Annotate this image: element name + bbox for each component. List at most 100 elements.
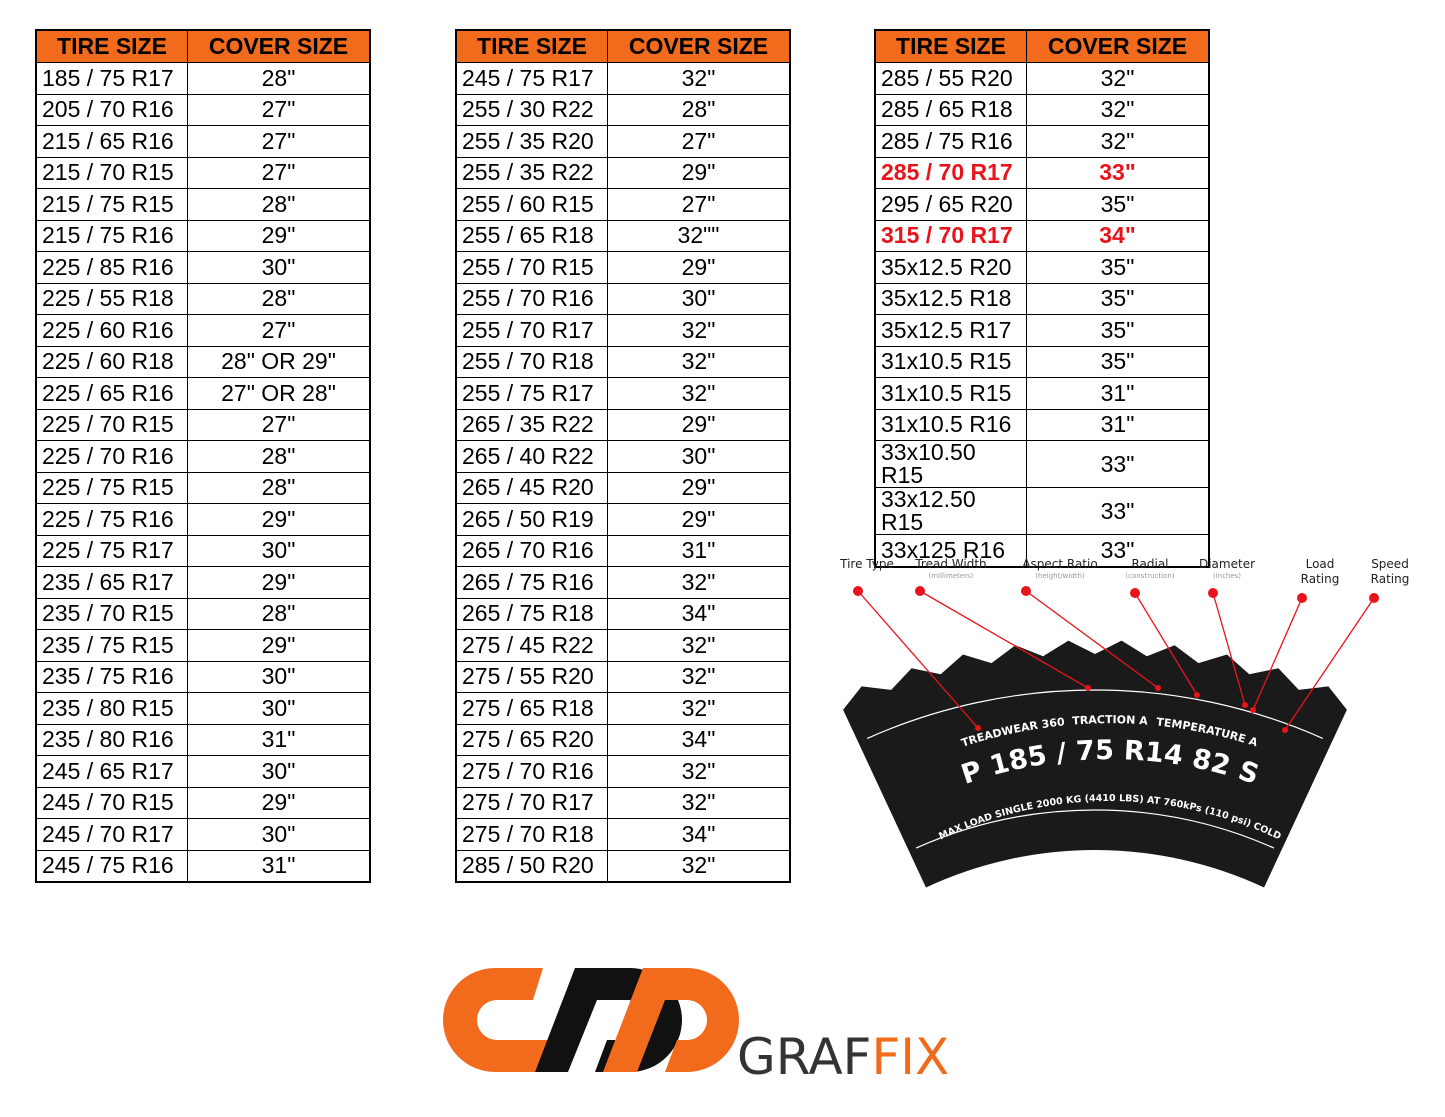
- row: 245 / 65 R17 30": [35, 755, 371, 788]
- cell: 35x12.5 R20: [874, 251, 1027, 284]
- cell: 31": [187, 723, 371, 756]
- row: 215 / 75 R16 29": [35, 219, 371, 252]
- cell: 225 / 65 R16: [35, 377, 188, 410]
- row: 275 / 45 R22 32": [455, 629, 791, 662]
- row: 265 / 40 R22 30": [455, 440, 791, 473]
- cell: 30": [187, 818, 371, 851]
- cell: 285 / 65 R18: [874, 93, 1027, 126]
- cell: 29": [607, 251, 791, 284]
- row: 225 / 60 R18 28" OR 29": [35, 345, 371, 378]
- pointer-head: [1282, 727, 1288, 733]
- diagram-label: Load: [1306, 557, 1335, 571]
- cell: 27": [187, 93, 371, 126]
- cell: 185 / 75 R17: [35, 62, 188, 95]
- cell: 225 / 60 R18: [35, 345, 188, 378]
- size-table: TIRE SIZE COVER SIZE 245 / 75 R17 32" 255 / …: [455, 29, 791, 883]
- row: 265 / 75 R18 34": [455, 597, 791, 630]
- pointer-head: [975, 725, 981, 731]
- logo-d2: [603, 968, 739, 1072]
- cell: 32": [607, 566, 791, 599]
- cell: 235 / 75 R15: [35, 629, 188, 662]
- cell: 33": [1026, 534, 1210, 567]
- pointer-dot: [853, 586, 863, 596]
- tire-text: TRACTION A: [1072, 713, 1149, 728]
- row: 285 / 70 R17 33": [874, 156, 1210, 189]
- row: 255 / 70 R15 29": [455, 251, 791, 284]
- cell: 29": [187, 629, 371, 662]
- cell: 315 / 70 R17: [874, 219, 1027, 252]
- header-cell: TIRE SIZE: [874, 29, 1027, 63]
- tire-body: [843, 640, 1347, 888]
- diagram-label: Rating: [1371, 572, 1410, 586]
- cell: 28": [187, 471, 371, 504]
- diagram-label: Speed: [1371, 557, 1409, 571]
- cell: 275 / 70 R17: [455, 786, 608, 819]
- cell: 265 / 75 R16: [455, 566, 608, 599]
- cell: 295 / 65 R20: [874, 188, 1027, 221]
- cell: 29": [187, 503, 371, 536]
- cell: 33": [1026, 156, 1210, 189]
- pointer-line: [1025, 590, 1159, 689]
- cell: 285 / 75 R16: [874, 125, 1027, 158]
- cell: 35": [1026, 282, 1210, 315]
- row: 255 / 70 R18 32": [455, 345, 791, 378]
- cell: 215 / 75 R15: [35, 188, 188, 221]
- logo-text: GRAFFIX: [737, 1028, 949, 1086]
- cell: 265 / 50 R19: [455, 503, 608, 536]
- cell: 35x12.5 R18: [874, 282, 1027, 315]
- cell: 35": [1026, 251, 1210, 284]
- cell: 235 / 80 R15: [35, 692, 188, 725]
- cell: 32": [607, 786, 791, 819]
- row: 275 / 70 R18 34": [455, 818, 791, 851]
- row: 245 / 75 R16 31": [35, 849, 371, 883]
- cell: 34": [1026, 219, 1210, 252]
- cell: 225 / 85 R16: [35, 251, 188, 284]
- cell: 30": [187, 660, 371, 693]
- row: 275 / 65 R18 32": [455, 692, 791, 725]
- cell: 235 / 80 R16: [35, 723, 188, 756]
- pointer-line: [1284, 597, 1375, 731]
- cell: 27": [607, 125, 791, 158]
- logo-text: GRAF: [737, 1028, 871, 1086]
- size-table: TIRE SIZE COVER SIZE 285 / 55 R20 32" 285 / …: [874, 29, 1210, 568]
- cell: 265 / 45 R20: [455, 471, 608, 504]
- row: 185 / 75 R17 28": [35, 62, 371, 95]
- cell: 31x10.5 R16: [874, 408, 1027, 441]
- table-2: TIRE SIZE COVER SIZE 285 / 55 R20 32" 285 / …: [874, 29, 1210, 568]
- cell: 35": [1026, 314, 1210, 347]
- row: 245 / 70 R17 30": [35, 818, 371, 851]
- cell: 27": [187, 408, 371, 441]
- row: 255 / 60 R15 27": [455, 188, 791, 221]
- cell: 31": [1026, 408, 1210, 441]
- cell: 32": [607, 692, 791, 725]
- cell: 245 / 75 R17: [455, 62, 608, 95]
- diagram-label: Rating: [1301, 572, 1340, 586]
- diagram-label: Diameter: [1199, 557, 1255, 571]
- row: 275 / 55 R20 32": [455, 660, 791, 693]
- row: 33x12.50 R15 33": [874, 487, 1210, 535]
- table-1: TIRE SIZE COVER SIZE 245 / 75 R17 32" 255 / …: [455, 29, 791, 883]
- logo-text: FIX: [871, 1028, 949, 1086]
- cell: 245 / 65 R17: [35, 755, 188, 788]
- cell: 255 / 70 R16: [455, 282, 608, 315]
- table-0: TIRE SIZE COVER SIZE 185 / 75 R17 28" 205 / …: [35, 29, 371, 883]
- cell: 275 / 70 R18: [455, 818, 608, 851]
- cell: 34": [607, 723, 791, 756]
- row: 245 / 75 R17 32": [455, 62, 791, 95]
- row: 255 / 75 R17 32": [455, 377, 791, 410]
- cell: 31x10.5 R15: [874, 345, 1027, 378]
- cell: 32": [607, 345, 791, 378]
- diagram-note: (inches): [1213, 572, 1241, 580]
- diagram-label: Aspect Ratio: [1022, 557, 1097, 571]
- cell: 215 / 75 R16: [35, 219, 188, 252]
- pointer-head: [1155, 685, 1161, 691]
- row: 33x125 R16 33": [874, 534, 1210, 567]
- cell: 32": [1026, 62, 1210, 95]
- cell: 34": [607, 818, 791, 851]
- pointer-head: [1194, 692, 1200, 698]
- cell: 27" OR 28": [187, 377, 371, 410]
- row: 215 / 65 R16 27": [35, 125, 371, 158]
- row: 275 / 70 R16 32": [455, 755, 791, 788]
- cell: 35": [1026, 188, 1210, 221]
- logo: GRAFFIX: [443, 968, 949, 1086]
